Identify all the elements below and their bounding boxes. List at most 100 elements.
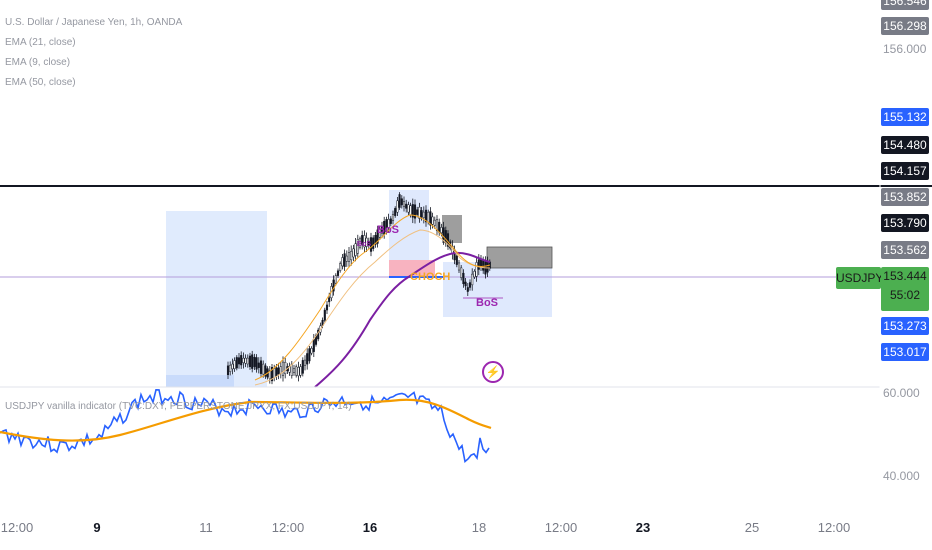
candle-body (473, 271, 476, 278)
time-label: 12:00 (271, 520, 305, 535)
choch-label: CHOCH (410, 271, 451, 283)
candle-body (374, 235, 377, 245)
time-label: 11 (199, 520, 213, 535)
candle-body (328, 297, 331, 303)
candle-body (398, 194, 401, 208)
candle-body (251, 354, 254, 369)
candle-body (424, 209, 428, 223)
candle-body (409, 205, 412, 215)
pink-order-block (389, 260, 435, 278)
candle-body (259, 360, 263, 374)
candle-body (363, 235, 366, 248)
time-label: 18 (471, 520, 487, 535)
price-tag-153017: 153.017 (881, 343, 929, 361)
candle-body (310, 348, 313, 354)
candle-body (446, 233, 450, 247)
candle-body (233, 360, 236, 369)
candle-body (372, 237, 375, 249)
candle-body (334, 275, 337, 284)
time-label: 12:00 (544, 520, 578, 535)
candle-body (391, 213, 395, 222)
price-tag-154157: 154.157 (881, 162, 929, 180)
candle-body (270, 367, 274, 382)
demand-zone-left-bottom (166, 375, 234, 387)
candle-body (385, 219, 388, 233)
price-tag-154480: 154.480 (881, 136, 929, 154)
candle-body (378, 229, 381, 238)
candle-body (336, 270, 340, 276)
candle-body (246, 357, 249, 365)
candle-body (312, 339, 315, 352)
candle-body (240, 355, 243, 366)
candle-body (264, 365, 267, 377)
candle-body (402, 201, 406, 207)
candle-body (482, 259, 485, 271)
candle-body (281, 361, 285, 377)
legend-symbol[interactable]: U.S. Dollar / Japanese Yen, 1h, OANDA (5, 17, 183, 28)
candle-body (376, 229, 379, 244)
price-level-156000: 156.000 (883, 42, 927, 56)
candle-body (284, 362, 287, 375)
candle-body (354, 243, 357, 256)
legend-ema21[interactable]: EMA (21, close) (5, 37, 76, 48)
candle-body (367, 240, 370, 246)
right-gray-zone (487, 247, 552, 268)
candle-body (358, 238, 362, 248)
candle-body (297, 367, 300, 377)
candle-body (466, 287, 469, 292)
legend-ema9[interactable]: EMA (9, close) (5, 57, 71, 68)
candle-body (464, 281, 467, 287)
candle-body (332, 279, 335, 292)
candle-body (442, 227, 445, 240)
indicator-label[interactable]: USDJPY vanilla indicator (TVC:DXY, PEPPE… (5, 401, 352, 412)
high-zone (389, 190, 429, 261)
candle-body (387, 219, 390, 228)
price-tag-153852: 153.852 (881, 188, 929, 206)
candle-body (394, 208, 397, 216)
bos-label-bottom: BoS (476, 297, 498, 309)
symbol-badge: USDJPY (836, 267, 883, 289)
candle-body (429, 211, 432, 226)
candle-body (431, 216, 434, 225)
candle-body (486, 261, 489, 273)
candle-body (308, 348, 311, 362)
candle-body (262, 363, 265, 375)
candle-body (356, 239, 359, 254)
candle-body (475, 262, 478, 277)
price-tag-156298: 156.298 (881, 17, 929, 35)
time-label: 12:00 (817, 520, 851, 535)
time-label: 12:00 (0, 520, 34, 535)
candle-body (292, 368, 296, 373)
candle-body (435, 219, 439, 231)
candlesticks[interactable] (226, 192, 491, 385)
candle-body (306, 353, 309, 365)
candle-body (325, 304, 329, 311)
current-price-badge: 153.444 55:02 (881, 267, 929, 311)
candle-body (479, 259, 483, 267)
right-zone-outline (486, 246, 553, 269)
candle-body (248, 355, 252, 367)
candle-body (416, 209, 419, 215)
candle-body (460, 267, 463, 278)
candle-body (418, 206, 421, 219)
ema-9-line (254, 214, 491, 381)
candle-body (277, 367, 280, 375)
lightning-icon[interactable]: ⚡ (482, 361, 504, 383)
candle-body (295, 366, 298, 376)
legend-ema50[interactable]: EMA (50, close) (5, 77, 76, 88)
ema-50-line (314, 251, 491, 388)
candle-body (345, 255, 348, 262)
candle-body (457, 262, 461, 271)
candle-body (341, 257, 344, 267)
candle-body (299, 366, 302, 376)
indicator-level-60: 60.000 (883, 386, 920, 400)
candle-body (468, 282, 472, 288)
candle-body (323, 309, 326, 321)
candle-body (273, 368, 276, 378)
candle-body (462, 272, 465, 285)
time-label: 16 (362, 520, 378, 535)
candle-body (365, 237, 368, 247)
chart-legend: U.S. Dollar / Japanese Yen, 1h, OANDA EM… (5, 13, 182, 93)
candle-body (343, 253, 346, 267)
